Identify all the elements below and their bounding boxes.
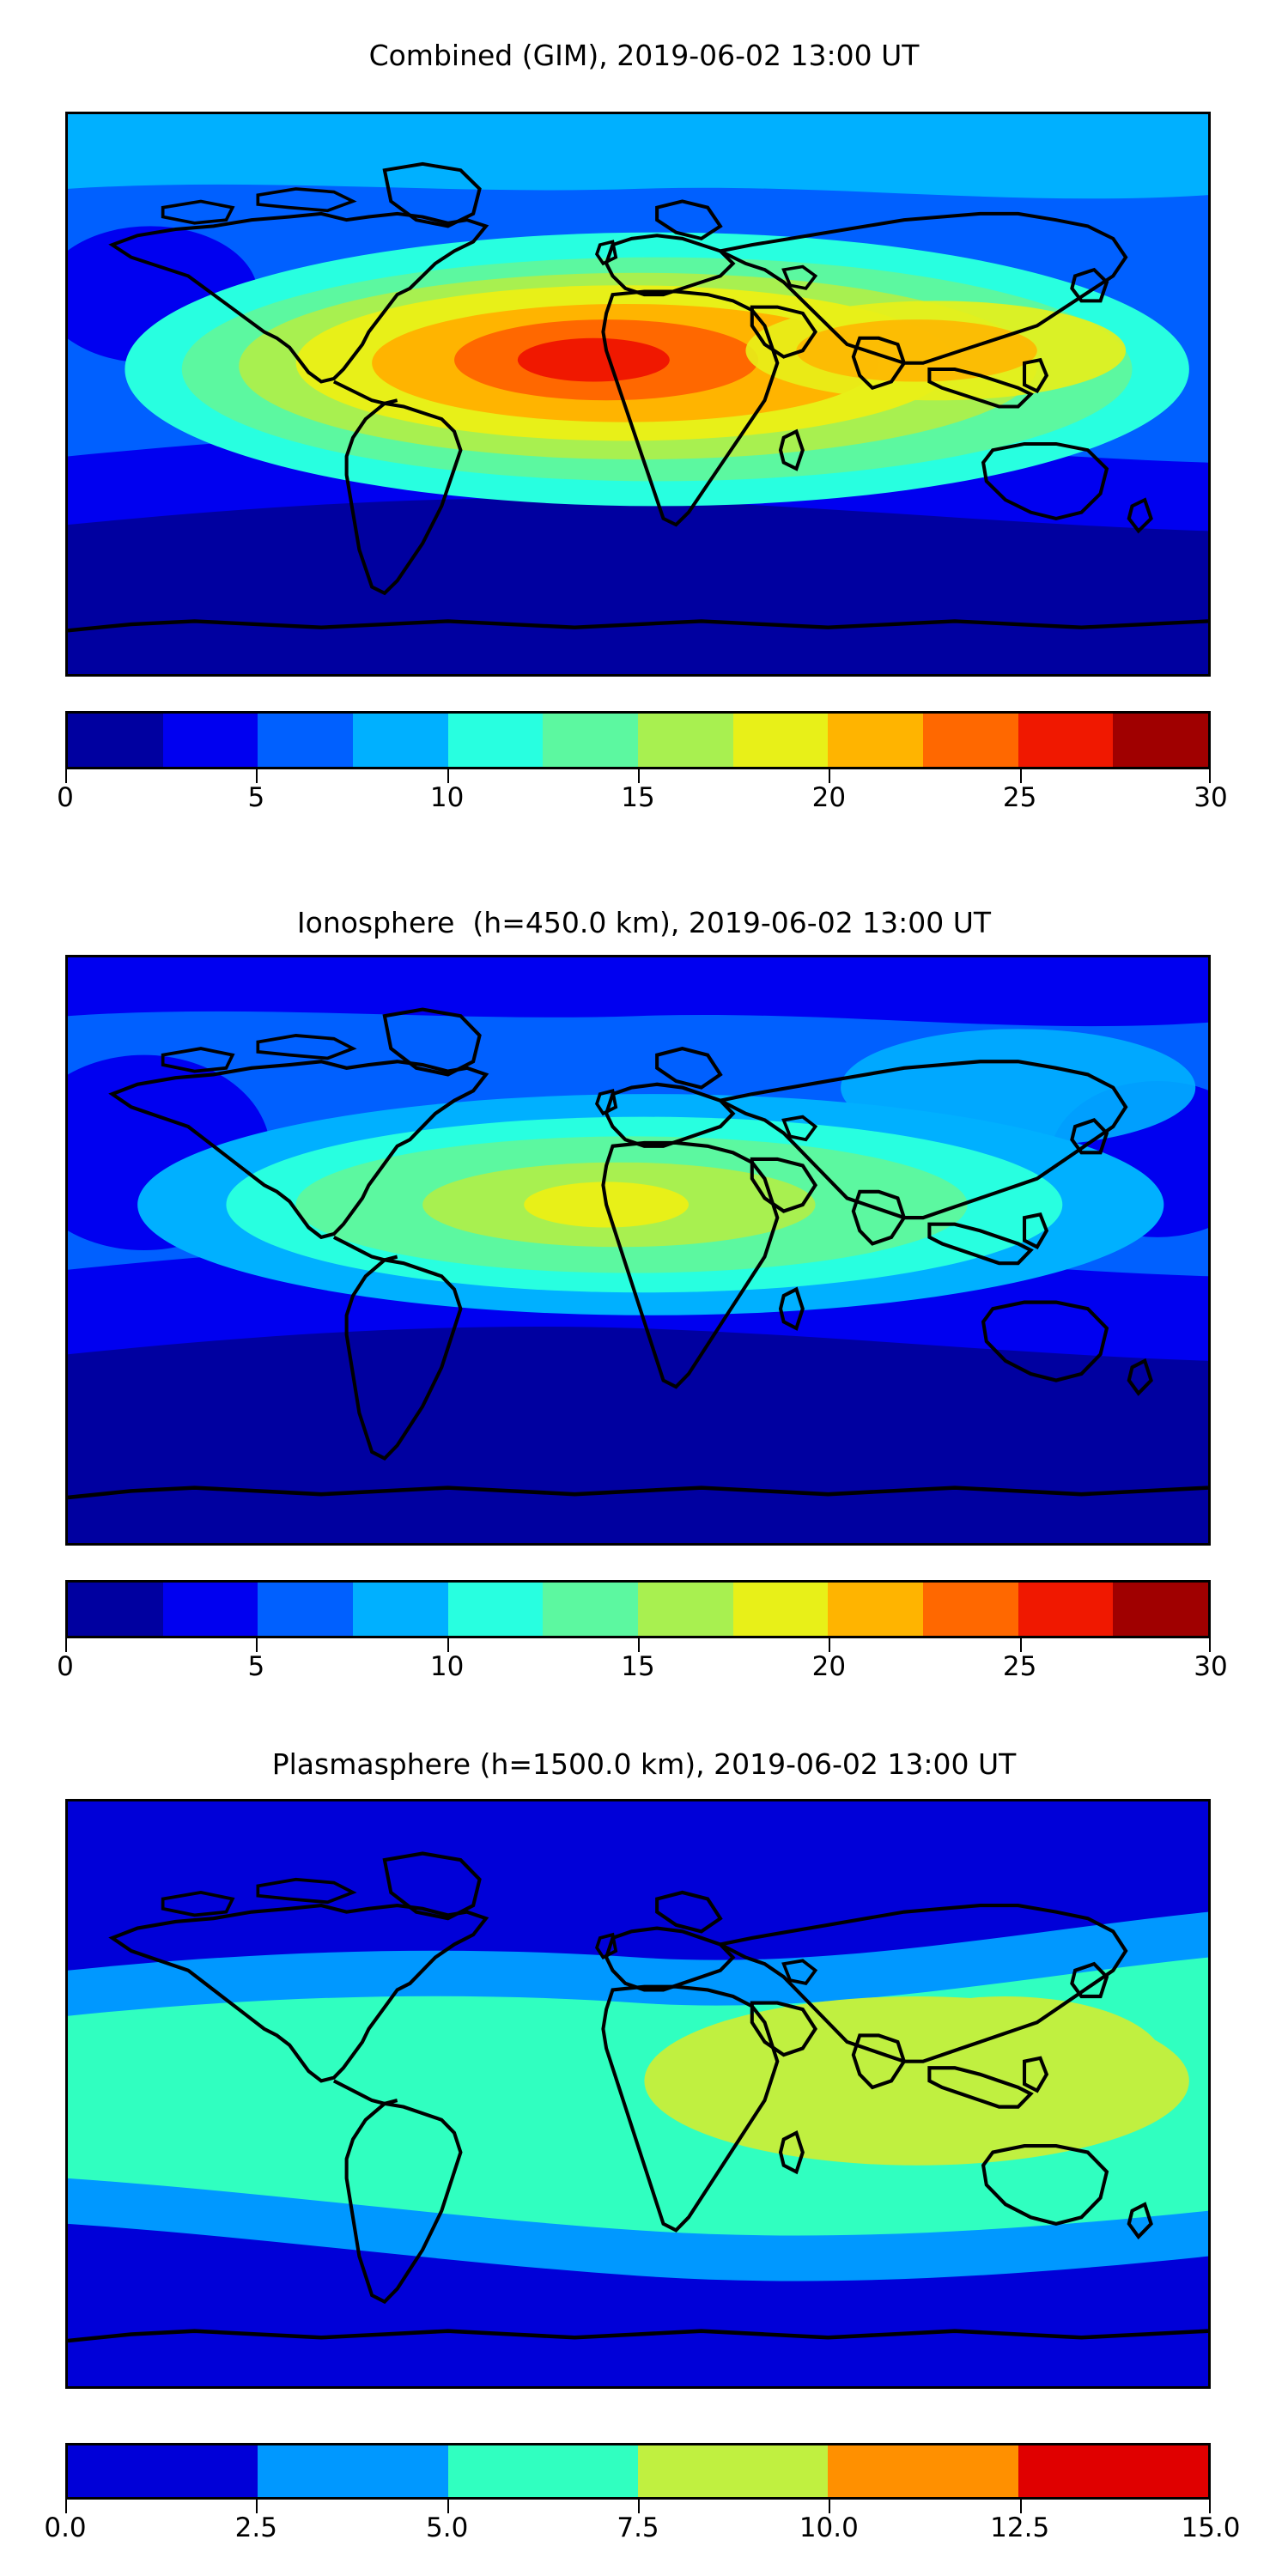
map-svg-ionosphere <box>68 957 1208 1543</box>
colorbar-strip-ionosphere <box>65 1580 1211 1638</box>
colorbar-tick-label: 2.5 <box>234 2512 277 2543</box>
colorbar-ionosphere: 0 5 10 15 20 25 30 <box>57 1580 1228 1680</box>
colorbar-tick-label: 5.0 <box>426 2512 469 2543</box>
colorbar-tick-label: 10.0 <box>799 2512 859 2543</box>
colorbar-tick-label: 0.0 <box>44 2512 87 2543</box>
colorbar-tick-label: 12.5 <box>990 2512 1050 2543</box>
colorbar-tick <box>1019 2500 1022 2513</box>
colorbar-tick <box>447 2500 449 2513</box>
colorbar-segment <box>447 2445 638 2497</box>
colorbar-segment <box>1113 1583 1209 1636</box>
colorbar-strip-combined <box>65 711 1211 769</box>
colorbar-ticks-combined <box>65 769 1211 783</box>
colorbar-segment <box>68 714 163 767</box>
colorbar-tick-label: 10 <box>429 782 465 813</box>
colorbar-segment <box>1018 2445 1208 2497</box>
colorbar-segment <box>1113 714 1209 767</box>
colorbar-tick-label: 25 <box>1002 1651 1037 1682</box>
colorbar-segment <box>638 1583 733 1636</box>
map-plasmasphere <box>65 1799 1211 2389</box>
colorbar-tick <box>829 2500 831 2513</box>
map-combined-gim <box>65 112 1211 677</box>
colorbar-segment <box>828 1583 924 1636</box>
colorbar-segment <box>732 714 829 767</box>
colorbar-tick <box>638 769 640 783</box>
colorbar-segment <box>447 1583 544 1636</box>
colorbar-tick-label: 15 <box>621 1651 655 1682</box>
colorbar-tick-label: 5 <box>247 1651 265 1682</box>
map-ionosphere <box>65 955 1211 1546</box>
colorbar-tick <box>1019 769 1022 783</box>
colorbar-ticks-ionosphere <box>65 1638 1211 1652</box>
colorbar-segment <box>828 2445 1018 2497</box>
colorbar-tick <box>65 2500 67 2513</box>
colorbar-segment <box>258 714 354 767</box>
colorbar-tick-label: 20 <box>811 782 847 813</box>
map-svg-plasmasphere <box>68 1801 1208 2386</box>
colorbar-segment <box>638 714 733 767</box>
panel-title-plasmasphere: Plasmasphere (h=1500.0 km), 2019-06-02 1… <box>271 1747 1017 1781</box>
colorbar-tick <box>447 769 449 783</box>
tec-contours-combined <box>68 114 1208 674</box>
colorbar-segment <box>828 714 924 767</box>
colorbar-segment <box>353 714 448 767</box>
colorbar-tick <box>256 769 258 783</box>
colorbar-tick-label: 10 <box>429 1651 465 1682</box>
colorbar-tick <box>65 1638 67 1652</box>
colorbar-tick-label: 25 <box>1002 782 1037 813</box>
tec-contours-ionosphere <box>68 957 1208 1543</box>
colorbar-tick <box>829 769 831 783</box>
colorbar-segment <box>1018 714 1114 767</box>
tec-contours-plasmasphere <box>68 1801 1208 2386</box>
colorbar-tick-label: 7.5 <box>617 2512 659 2543</box>
colorbar-segment <box>353 1583 448 1636</box>
colorbar-plasmasphere: 0.0 2.5 5.0 7.5 10.0 12.5 15.0 <box>44 2443 1241 2542</box>
colorbar-tick <box>65 769 67 783</box>
colorbar-segment <box>543 1583 639 1636</box>
colorbar-segment <box>923 714 1018 767</box>
map-svg-combined <box>68 114 1208 674</box>
colorbar-tick <box>1209 1638 1211 1652</box>
colorbar-tick-label: 30 <box>1194 1651 1228 1682</box>
colorbar-labels-combined: 0 5 10 15 20 25 30 <box>57 782 1228 819</box>
colorbar-tick <box>829 1638 831 1652</box>
colorbar-ticks-plasmasphere <box>65 2500 1211 2513</box>
colorbar-segment <box>258 1583 354 1636</box>
colorbar-combined: 0 5 10 15 20 25 30 <box>57 711 1228 811</box>
colorbar-tick-label: 0 <box>57 1651 74 1682</box>
colorbar-tick-label: 15.0 <box>1181 2512 1241 2543</box>
panel-title-combined: Combined (GIM), 2019-06-02 13:00 UT <box>368 39 920 72</box>
colorbar-tick <box>1209 2500 1211 2513</box>
colorbar-labels-ionosphere: 0 5 10 15 20 25 30 <box>57 1651 1228 1688</box>
panel-title-ionosphere: Ionosphere (h=450.0 km), 2019-06-02 13:0… <box>296 906 992 939</box>
colorbar-strip-plasmasphere <box>65 2443 1211 2500</box>
colorbar-segment <box>923 1583 1018 1636</box>
colorbar-segment <box>162 714 258 767</box>
colorbar-segment <box>637 2445 829 2497</box>
colorbar-segment <box>162 1583 258 1636</box>
colorbar-segment <box>1018 1583 1114 1636</box>
colorbar-tick-label: 5 <box>247 782 265 813</box>
colorbar-segment <box>732 1583 829 1636</box>
colorbar-tick <box>638 2500 640 2513</box>
colorbar-tick-label: 15 <box>621 782 655 813</box>
colorbar-tick <box>1209 769 1211 783</box>
colorbar-tick <box>447 1638 449 1652</box>
colorbar-segment <box>68 2445 258 2497</box>
colorbar-tick-label: 0 <box>57 782 74 813</box>
colorbar-tick <box>256 2500 258 2513</box>
colorbar-segment <box>447 714 544 767</box>
colorbar-segment <box>68 1583 163 1636</box>
colorbar-tick <box>256 1638 258 1652</box>
colorbar-segment <box>258 2445 448 2497</box>
colorbar-tick-label: 30 <box>1194 782 1228 813</box>
colorbar-segment <box>543 714 639 767</box>
colorbar-tick-label: 20 <box>811 1651 847 1682</box>
colorbar-tick <box>638 1638 640 1652</box>
colorbar-labels-plasmasphere: 0.0 2.5 5.0 7.5 10.0 12.5 15.0 <box>44 2512 1240 2549</box>
colorbar-tick <box>1019 1638 1022 1652</box>
